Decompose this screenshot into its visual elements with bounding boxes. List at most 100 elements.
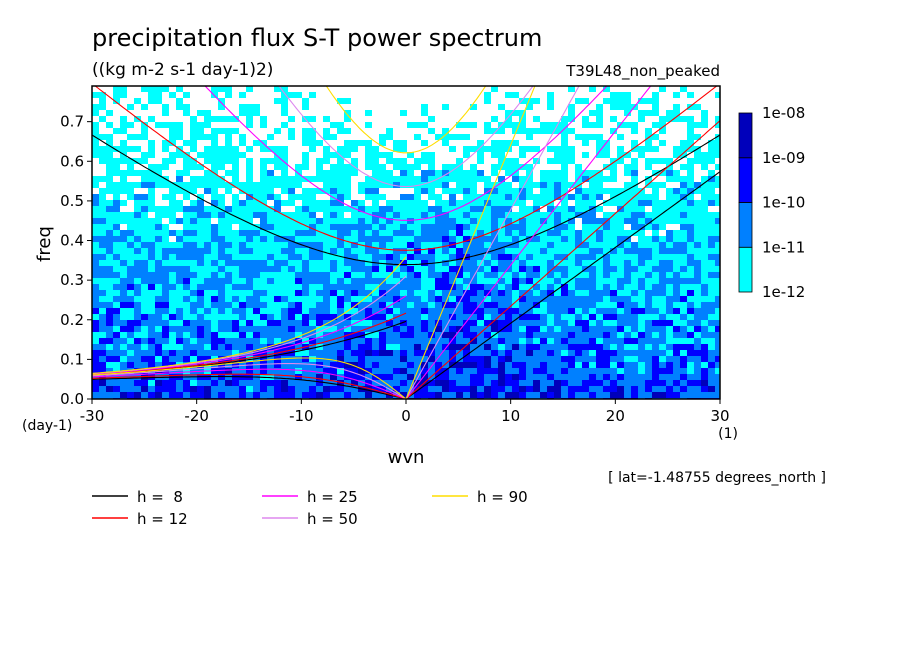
- field-cell: [477, 140, 485, 147]
- field-cell: [162, 332, 170, 339]
- field-cell: [358, 356, 366, 363]
- field-cell: [316, 236, 324, 243]
- field-cell: [659, 356, 667, 363]
- field-cell: [253, 236, 261, 243]
- field-cell: [176, 284, 184, 291]
- field-cell: [512, 86, 520, 93]
- field-cell: [582, 134, 590, 141]
- field-cell: [141, 332, 149, 339]
- field-cell: [463, 290, 471, 297]
- field-cell: [218, 92, 226, 99]
- field-cell: [393, 158, 401, 165]
- field-cell: [183, 146, 191, 153]
- field-cell: [232, 266, 240, 273]
- field-cell: [414, 272, 422, 279]
- field-cell: [526, 140, 534, 147]
- field-cell: [197, 218, 205, 225]
- field-cell: [491, 140, 499, 147]
- field-cell: [400, 326, 408, 333]
- field-cell: [610, 206, 618, 213]
- field-cell: [99, 86, 107, 93]
- field-cell: [666, 176, 674, 183]
- field-cell: [302, 308, 310, 315]
- field-cell: [666, 380, 674, 387]
- field-cell: [148, 218, 156, 225]
- field-cell: [365, 104, 373, 111]
- field-cell: [589, 386, 597, 393]
- field-cell: [260, 116, 268, 123]
- field-cell: [715, 218, 720, 225]
- field-cell: [260, 212, 268, 219]
- field-cell: [99, 386, 107, 393]
- field-cell: [624, 140, 632, 147]
- field-cell: [554, 182, 562, 189]
- field-cell: [610, 104, 618, 111]
- field-cell: [624, 278, 632, 285]
- field-cell: [575, 308, 583, 315]
- field-cell: [673, 284, 681, 291]
- field-cell: [225, 380, 233, 387]
- field-cell: [659, 380, 667, 387]
- field-cell: [428, 314, 436, 321]
- field-cell: [589, 176, 597, 183]
- field-cell: [127, 140, 135, 147]
- field-cell: [680, 152, 688, 159]
- field-cell: [631, 386, 639, 393]
- field-cell: [197, 248, 205, 255]
- field-cell: [309, 362, 317, 369]
- field-cell: [253, 296, 261, 303]
- field-cell: [197, 254, 205, 261]
- field-cell: [638, 212, 646, 219]
- field-cell: [267, 200, 275, 207]
- field-cell: [540, 86, 548, 93]
- field-cell: [148, 188, 156, 195]
- field-cell: [155, 152, 163, 159]
- field-cell: [526, 260, 534, 267]
- field-cell: [673, 86, 681, 93]
- field-cell: [183, 320, 191, 327]
- field-cell: [708, 188, 716, 195]
- field-cell: [253, 206, 261, 213]
- field-cell: [267, 302, 275, 309]
- field-cell: [316, 314, 324, 321]
- field-cell: [582, 344, 590, 351]
- field-cell: [365, 194, 373, 201]
- field-cell: [596, 344, 604, 351]
- field-cell: [337, 362, 345, 369]
- field-cell: [477, 164, 485, 171]
- field-cell: [428, 146, 436, 153]
- field-cell: [603, 116, 611, 123]
- field-cell: [218, 380, 226, 387]
- field-cell: [169, 116, 177, 123]
- field-cell: [680, 278, 688, 285]
- field-cell: [239, 368, 247, 375]
- field-cell: [533, 182, 541, 189]
- field-cell: [547, 140, 555, 147]
- field-cell: [169, 272, 177, 279]
- field-cell: [211, 200, 219, 207]
- field-cell: [351, 86, 359, 93]
- field-cell: [652, 242, 660, 249]
- field-cell: [232, 110, 240, 117]
- field-cell: [715, 314, 720, 321]
- field-cell: [561, 350, 569, 357]
- field-cell: [288, 278, 296, 285]
- field-cell: [652, 284, 660, 291]
- field-cell: [309, 194, 317, 201]
- field-cell: [309, 122, 317, 129]
- field-cell: [561, 248, 569, 255]
- field-cell: [491, 254, 499, 261]
- field-cell: [624, 146, 632, 153]
- field-cell: [155, 116, 163, 123]
- field-cell: [253, 344, 261, 351]
- field-cell: [323, 224, 331, 231]
- colorbar-band: [738, 157, 753, 203]
- field-cell: [267, 332, 275, 339]
- field-cell: [169, 92, 177, 99]
- field-cell: [540, 92, 548, 99]
- field-cell: [442, 368, 450, 375]
- field-cell: [561, 128, 569, 135]
- field-cell: [225, 206, 233, 213]
- field-cell: [589, 206, 597, 213]
- field-cell: [218, 338, 226, 345]
